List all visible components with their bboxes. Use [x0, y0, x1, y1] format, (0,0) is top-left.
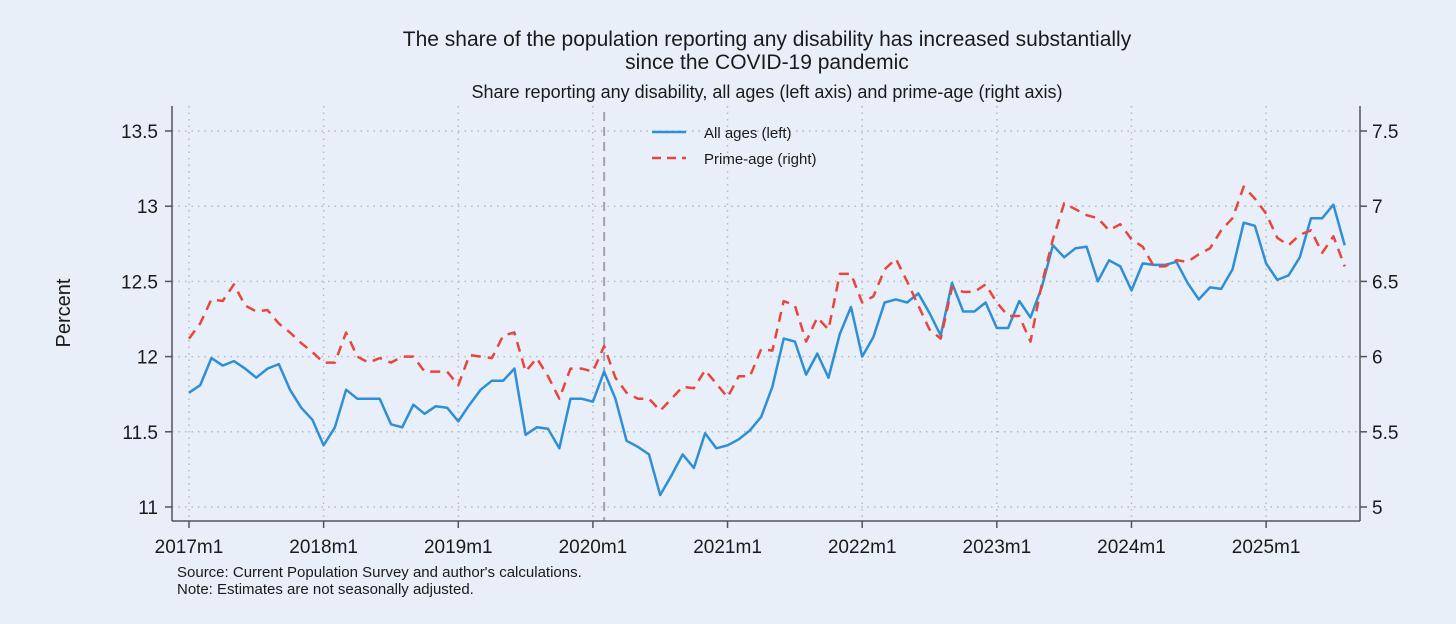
right-tick-label: 5.5 [1372, 423, 1398, 444]
legend: All ages (left) Prime-age (right) [652, 125, 817, 168]
right-tick-label: 6 [1372, 348, 1383, 369]
left-tick-label: 12.5 [121, 272, 158, 293]
chart-subtitle: Share reporting any disability, all ages… [472, 82, 1063, 102]
x-tick-label: 2024m1 [1097, 537, 1166, 558]
chart-title: The share of the population reporting an… [403, 28, 1132, 51]
x-tick-label: 2018m1 [289, 537, 358, 558]
series-line-all-ages [188, 203, 1346, 497]
left-tick-label: 11 [138, 498, 158, 519]
x-tick-label: 2021m1 [693, 537, 762, 558]
source-note: Source: Current Population Survey and au… [177, 564, 582, 581]
series-line-prime-age [187, 185, 1346, 412]
right-tick-label: 5 [1372, 498, 1383, 519]
x-tick-label: 2019m1 [424, 537, 493, 558]
left-tick-label: 13 [137, 197, 158, 218]
chart-title-line2: since the COVID-19 pandemic [625, 51, 909, 74]
right-tick-label: 7 [1372, 197, 1383, 218]
x-tick-label: 2023m1 [963, 537, 1032, 558]
x-tick-label: 2022m1 [828, 537, 897, 558]
x-tick-label: 2025m1 [1232, 537, 1301, 558]
seasonal-note: Note: Estimates are not seasonally adjus… [177, 581, 474, 598]
axes [171, 106, 1361, 522]
left-tick-label: 12 [137, 348, 158, 369]
right-tick-label: 7.5 [1372, 122, 1398, 143]
x-tick-label: 2020m1 [559, 537, 628, 558]
left-tick-label: 11.5 [122, 423, 158, 444]
left-tick-label: 13.5 [121, 122, 158, 143]
x-tick-label: 2017m1 [155, 537, 224, 558]
legend-label-prime-age: Prime-age (right) [704, 151, 817, 168]
y-axis-label: Percent [53, 278, 75, 347]
gridlines [172, 106, 1360, 521]
right-tick-label: 6.5 [1372, 272, 1398, 293]
legend-label-all-ages: All ages (left) [704, 125, 792, 142]
